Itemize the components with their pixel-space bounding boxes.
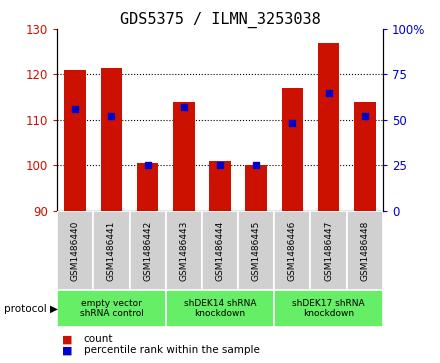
Text: GSM1486442: GSM1486442 [143,220,152,281]
Text: ■: ■ [62,345,72,355]
Bar [347,211,383,290]
Text: GSM1486441: GSM1486441 [107,220,116,281]
Point [325,90,332,95]
Bar [57,290,166,327]
Point [180,104,187,110]
Bar [57,211,93,290]
Point [144,162,151,168]
Text: protocol ▶: protocol ▶ [4,303,59,314]
Point [361,113,368,119]
Text: GSM1486444: GSM1486444 [216,220,224,281]
Bar [282,88,303,211]
Text: shDEK14 shRNA
knockdown: shDEK14 shRNA knockdown [184,299,256,318]
Point [289,121,296,126]
Bar [64,70,86,211]
Text: percentile rank within the sample: percentile rank within the sample [84,345,260,355]
Bar [354,102,376,211]
Bar [274,290,383,327]
Bar [246,165,267,211]
Text: GSM1486443: GSM1486443 [180,220,188,281]
Title: GDS5375 / ILMN_3253038: GDS5375 / ILMN_3253038 [120,12,320,28]
Text: ■: ■ [62,334,72,344]
Bar [311,211,347,290]
Point [216,162,224,168]
Text: empty vector
shRNA control: empty vector shRNA control [80,299,143,318]
Text: GSM1486446: GSM1486446 [288,220,297,281]
Point [72,106,79,112]
Bar [101,68,122,211]
Bar [274,211,311,290]
Text: count: count [84,334,113,344]
Bar [173,102,194,211]
Bar [166,211,202,290]
Bar [202,211,238,290]
Point [253,162,260,168]
Text: GSM1486440: GSM1486440 [71,220,80,281]
Bar [238,211,274,290]
Text: GSM1486447: GSM1486447 [324,220,333,281]
Bar [209,160,231,211]
Text: GSM1486448: GSM1486448 [360,220,369,281]
Bar [93,211,129,290]
Text: shDEK17 shRNA
knockdown: shDEK17 shRNA knockdown [292,299,365,318]
Text: GSM1486445: GSM1486445 [252,220,260,281]
Bar [318,43,339,211]
Bar [129,211,166,290]
Bar [166,290,274,327]
Bar [137,163,158,211]
Point [108,113,115,119]
